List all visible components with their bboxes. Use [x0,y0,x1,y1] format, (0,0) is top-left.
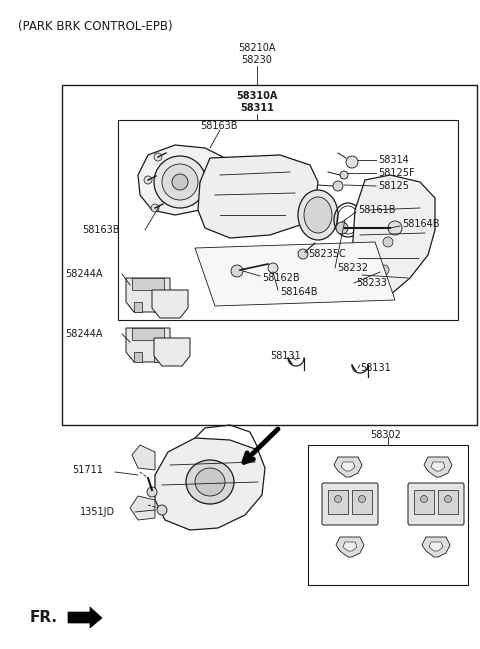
Ellipse shape [186,460,234,504]
Polygon shape [343,542,357,551]
Text: 58244A: 58244A [65,329,103,339]
Text: 58163B: 58163B [200,121,238,131]
Text: 51711: 51711 [72,465,103,475]
Polygon shape [336,537,364,557]
Text: 1351JD: 1351JD [80,507,115,517]
Bar [438,490,458,514]
Circle shape [157,505,167,515]
Circle shape [298,249,308,259]
Text: 58131: 58131 [270,351,301,361]
Text: 58163B: 58163B [82,225,120,235]
Bar [154,352,162,362]
Polygon shape [152,290,188,318]
Circle shape [144,176,152,184]
Polygon shape [155,438,265,530]
Circle shape [379,265,389,275]
Text: 58162B: 58162B [262,273,300,283]
FancyBboxPatch shape [408,483,464,525]
Text: 58232: 58232 [337,263,368,273]
Circle shape [147,487,157,497]
Circle shape [172,174,188,190]
FancyBboxPatch shape [322,483,378,525]
Polygon shape [429,542,443,551]
Circle shape [151,204,159,212]
Circle shape [444,495,452,502]
Text: 58314: 58314 [378,155,409,165]
Text: 58125F: 58125F [378,168,415,178]
Text: 58164B: 58164B [402,219,440,229]
Text: 58311: 58311 [240,103,274,113]
Circle shape [335,495,341,502]
Bar [328,490,348,514]
Text: 58131: 58131 [360,363,391,373]
Circle shape [336,222,348,234]
Polygon shape [138,145,228,215]
Text: 58161B: 58161B [358,205,396,215]
Bar [308,445,468,585]
Circle shape [388,221,402,235]
Text: 58230: 58230 [241,55,273,65]
Text: 58235C: 58235C [308,249,346,259]
Polygon shape [341,462,355,471]
Ellipse shape [195,468,225,496]
Polygon shape [352,175,435,300]
Circle shape [340,171,348,179]
Polygon shape [132,278,164,290]
Circle shape [359,495,365,502]
Text: 58302: 58302 [370,430,401,440]
Polygon shape [130,496,155,520]
Circle shape [268,263,278,273]
Ellipse shape [298,190,338,240]
Polygon shape [68,607,102,628]
Circle shape [333,181,343,191]
Text: FR.: FR. [30,609,58,624]
Polygon shape [422,537,450,557]
Text: 58164B: 58164B [280,287,317,297]
Polygon shape [198,155,318,238]
Text: 58125: 58125 [378,181,409,191]
Circle shape [231,265,243,277]
Polygon shape [334,457,362,477]
Text: (PARK BRK CONTROL-EPB): (PARK BRK CONTROL-EPB) [18,20,173,33]
Text: 58310A: 58310A [236,91,278,101]
Polygon shape [126,278,170,312]
Text: 58210A: 58210A [238,43,276,53]
Bar [118,120,458,320]
Ellipse shape [304,197,332,233]
Circle shape [154,153,162,161]
Bar [154,302,162,312]
Circle shape [154,156,206,208]
Polygon shape [126,328,170,362]
Polygon shape [431,462,445,471]
Circle shape [162,164,198,200]
Polygon shape [132,445,155,470]
Polygon shape [154,338,190,366]
Bar [134,352,142,362]
Polygon shape [132,328,164,340]
Circle shape [346,156,358,168]
Text: 58233: 58233 [356,278,387,288]
Text: 58244A: 58244A [65,269,103,279]
Bar [62,85,477,425]
Polygon shape [424,457,452,477]
Bar [134,302,142,312]
Circle shape [420,495,428,502]
Polygon shape [195,242,395,306]
Bar [352,490,372,514]
Circle shape [383,237,393,247]
Bar [414,490,434,514]
